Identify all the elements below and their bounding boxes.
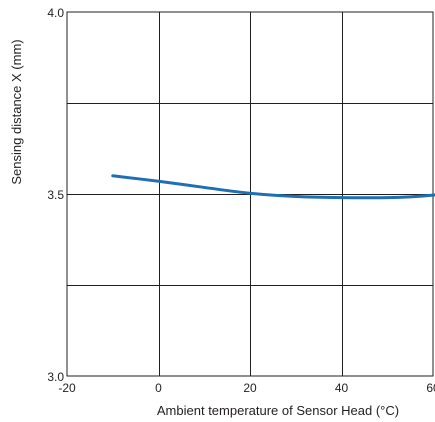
x-axis-label: Ambient temperature of Sensor Head (°C) [157, 403, 399, 418]
x-tick-label: 0 [155, 381, 162, 395]
x-tick-label: -20 [58, 381, 76, 395]
y-tick-label: 4.0 [47, 6, 64, 20]
series-layer [111, 174, 435, 200]
x-tick-labels: -20 0 20 40 60 [58, 381, 435, 395]
y-axis-label: Sensing distance X (mm) [9, 39, 24, 184]
y-tick-labels: 3.0 3.5 4.0 [47, 6, 64, 384]
x-tick-label: 60 [426, 381, 435, 395]
x-tick-label: 40 [335, 381, 349, 395]
y-tick-label: 3.5 [47, 188, 64, 202]
y-tick-label: 3.0 [47, 370, 64, 384]
x-tick-label: 20 [243, 381, 257, 395]
series-line [111, 174, 435, 200]
